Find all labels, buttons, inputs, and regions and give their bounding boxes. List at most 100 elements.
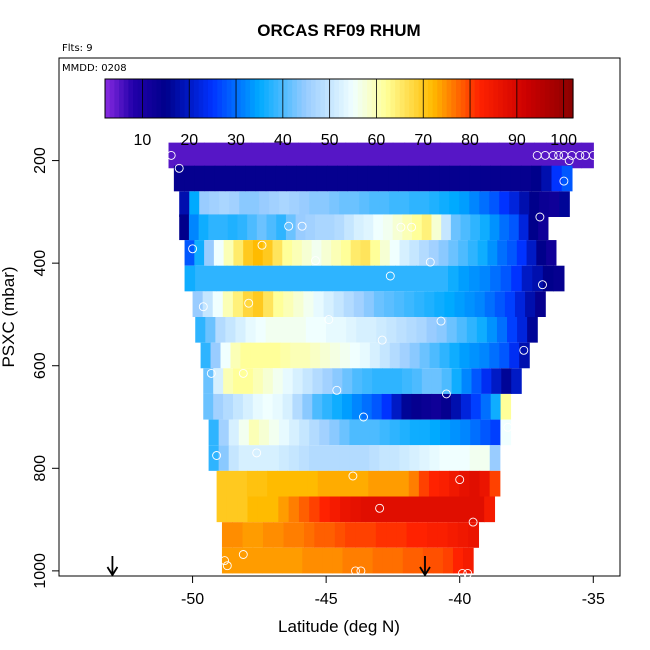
heatmap-cell (262, 368, 274, 394)
heatmap-cell (439, 470, 450, 497)
flight-marker (220, 556, 230, 566)
colorbar-segment (287, 79, 293, 118)
heatmap-cell (541, 165, 553, 192)
colorbar-segment (395, 79, 401, 118)
heatmap-cell (329, 191, 340, 217)
colorbar-segment (516, 79, 523, 118)
heatmap-cell (253, 291, 264, 317)
heatmap-cell (490, 165, 502, 192)
heatmap-cell (333, 291, 345, 317)
heatmap-cell (520, 165, 532, 192)
heatmap-cell (235, 165, 246, 192)
heatmap-cell (346, 317, 357, 343)
heatmap-cell (334, 214, 345, 241)
heatmap-cell (484, 496, 496, 523)
heatmap-cell (278, 445, 290, 471)
heatmap-cell (460, 393, 472, 420)
heatmap-cell (270, 342, 281, 369)
heatmap-cell (265, 165, 277, 192)
heatmap-cell (490, 393, 502, 420)
heatmap-cell (479, 445, 491, 471)
heatmap-cell (499, 214, 510, 241)
heatmap-cell (431, 368, 443, 394)
heatmap-cell (500, 265, 512, 292)
heatmap-cell (450, 214, 462, 241)
flight-marker (468, 517, 478, 527)
heatmap-cell (384, 291, 395, 317)
heatmap-cell (238, 445, 250, 471)
heatmap-cell (464, 291, 476, 317)
heatmap-cell (173, 165, 185, 192)
heatmap-cell (273, 522, 285, 548)
heatmap-cell (516, 240, 528, 266)
heatmap-cell (285, 214, 297, 241)
heatmap-cell (268, 265, 280, 292)
heatmap-cell (581, 142, 594, 169)
colorbar-segment (273, 79, 279, 118)
heatmap-cell (276, 214, 287, 241)
heatmap-cell (473, 496, 485, 523)
heatmap-cell (349, 445, 360, 471)
heatmap-cell (500, 419, 512, 446)
colorbar-segment (385, 79, 392, 118)
x-tick-label: -40 (448, 591, 471, 608)
heatmap-cell (474, 291, 486, 317)
heatmap-cell (458, 240, 469, 266)
x-tick-label: -35 (582, 591, 605, 608)
heatmap-cell (416, 142, 429, 169)
heatmap-cell (426, 317, 438, 343)
flight-marker (332, 385, 342, 395)
heatmap-cell (329, 445, 340, 471)
heatmap-cell (454, 291, 466, 317)
heatmap-cell (309, 419, 320, 446)
colorbar-segment (301, 79, 307, 118)
heatmap-cell (322, 547, 334, 574)
plot-frame (58, 57, 621, 577)
flight-marker (503, 422, 513, 432)
heatmap-cell (353, 291, 365, 317)
heatmap-cell (300, 342, 311, 369)
heatmap-cell (421, 393, 432, 420)
heatmap-cell (272, 368, 284, 394)
colorbar-segment (474, 79, 480, 118)
heatmap-cell (363, 291, 375, 317)
heatmap-cell (227, 142, 240, 169)
heatmap-cell (469, 342, 480, 369)
heatmap-cell (418, 165, 430, 192)
colorbar-tick-label: 40 (274, 132, 292, 149)
heatmap-cell (476, 317, 488, 343)
heatmap-cell (315, 317, 327, 343)
flight-marker (457, 568, 467, 578)
heatmap-cell (538, 214, 549, 241)
heatmap-cell (517, 317, 528, 343)
heatmap-cell (411, 368, 423, 394)
colorbar-segment (329, 79, 335, 118)
colorbar-segment (175, 79, 181, 118)
heatmap-cell (184, 265, 196, 292)
heatmap-cell (441, 393, 452, 420)
heatmap-cell (242, 291, 254, 317)
colorbar-segment (222, 79, 228, 118)
colorbar-segment (236, 79, 242, 118)
y-tick-label: 200 (32, 147, 49, 174)
heatmap-cell (499, 191, 510, 217)
heatmap-cell (262, 547, 273, 574)
heatmap-cell (236, 470, 248, 497)
heatmap-cell (491, 368, 502, 394)
flight-marker (519, 345, 529, 355)
heatmap-cell (370, 240, 381, 266)
heatmap-cell (252, 393, 264, 420)
flight-marker (174, 163, 184, 173)
flight-marker (455, 475, 465, 485)
flight-marker (559, 176, 569, 186)
heatmap-cell (192, 291, 204, 317)
heatmap-cell (496, 317, 508, 343)
colorbar-segment (409, 79, 415, 118)
heatmap-cell (449, 165, 461, 192)
heatmap-cell (292, 547, 303, 574)
heatmap-cell (316, 165, 328, 192)
heatmap-cell (222, 291, 234, 317)
colorbar-segment (479, 79, 485, 118)
heatmap-cell (429, 165, 440, 192)
colorbar-segment (250, 79, 256, 118)
